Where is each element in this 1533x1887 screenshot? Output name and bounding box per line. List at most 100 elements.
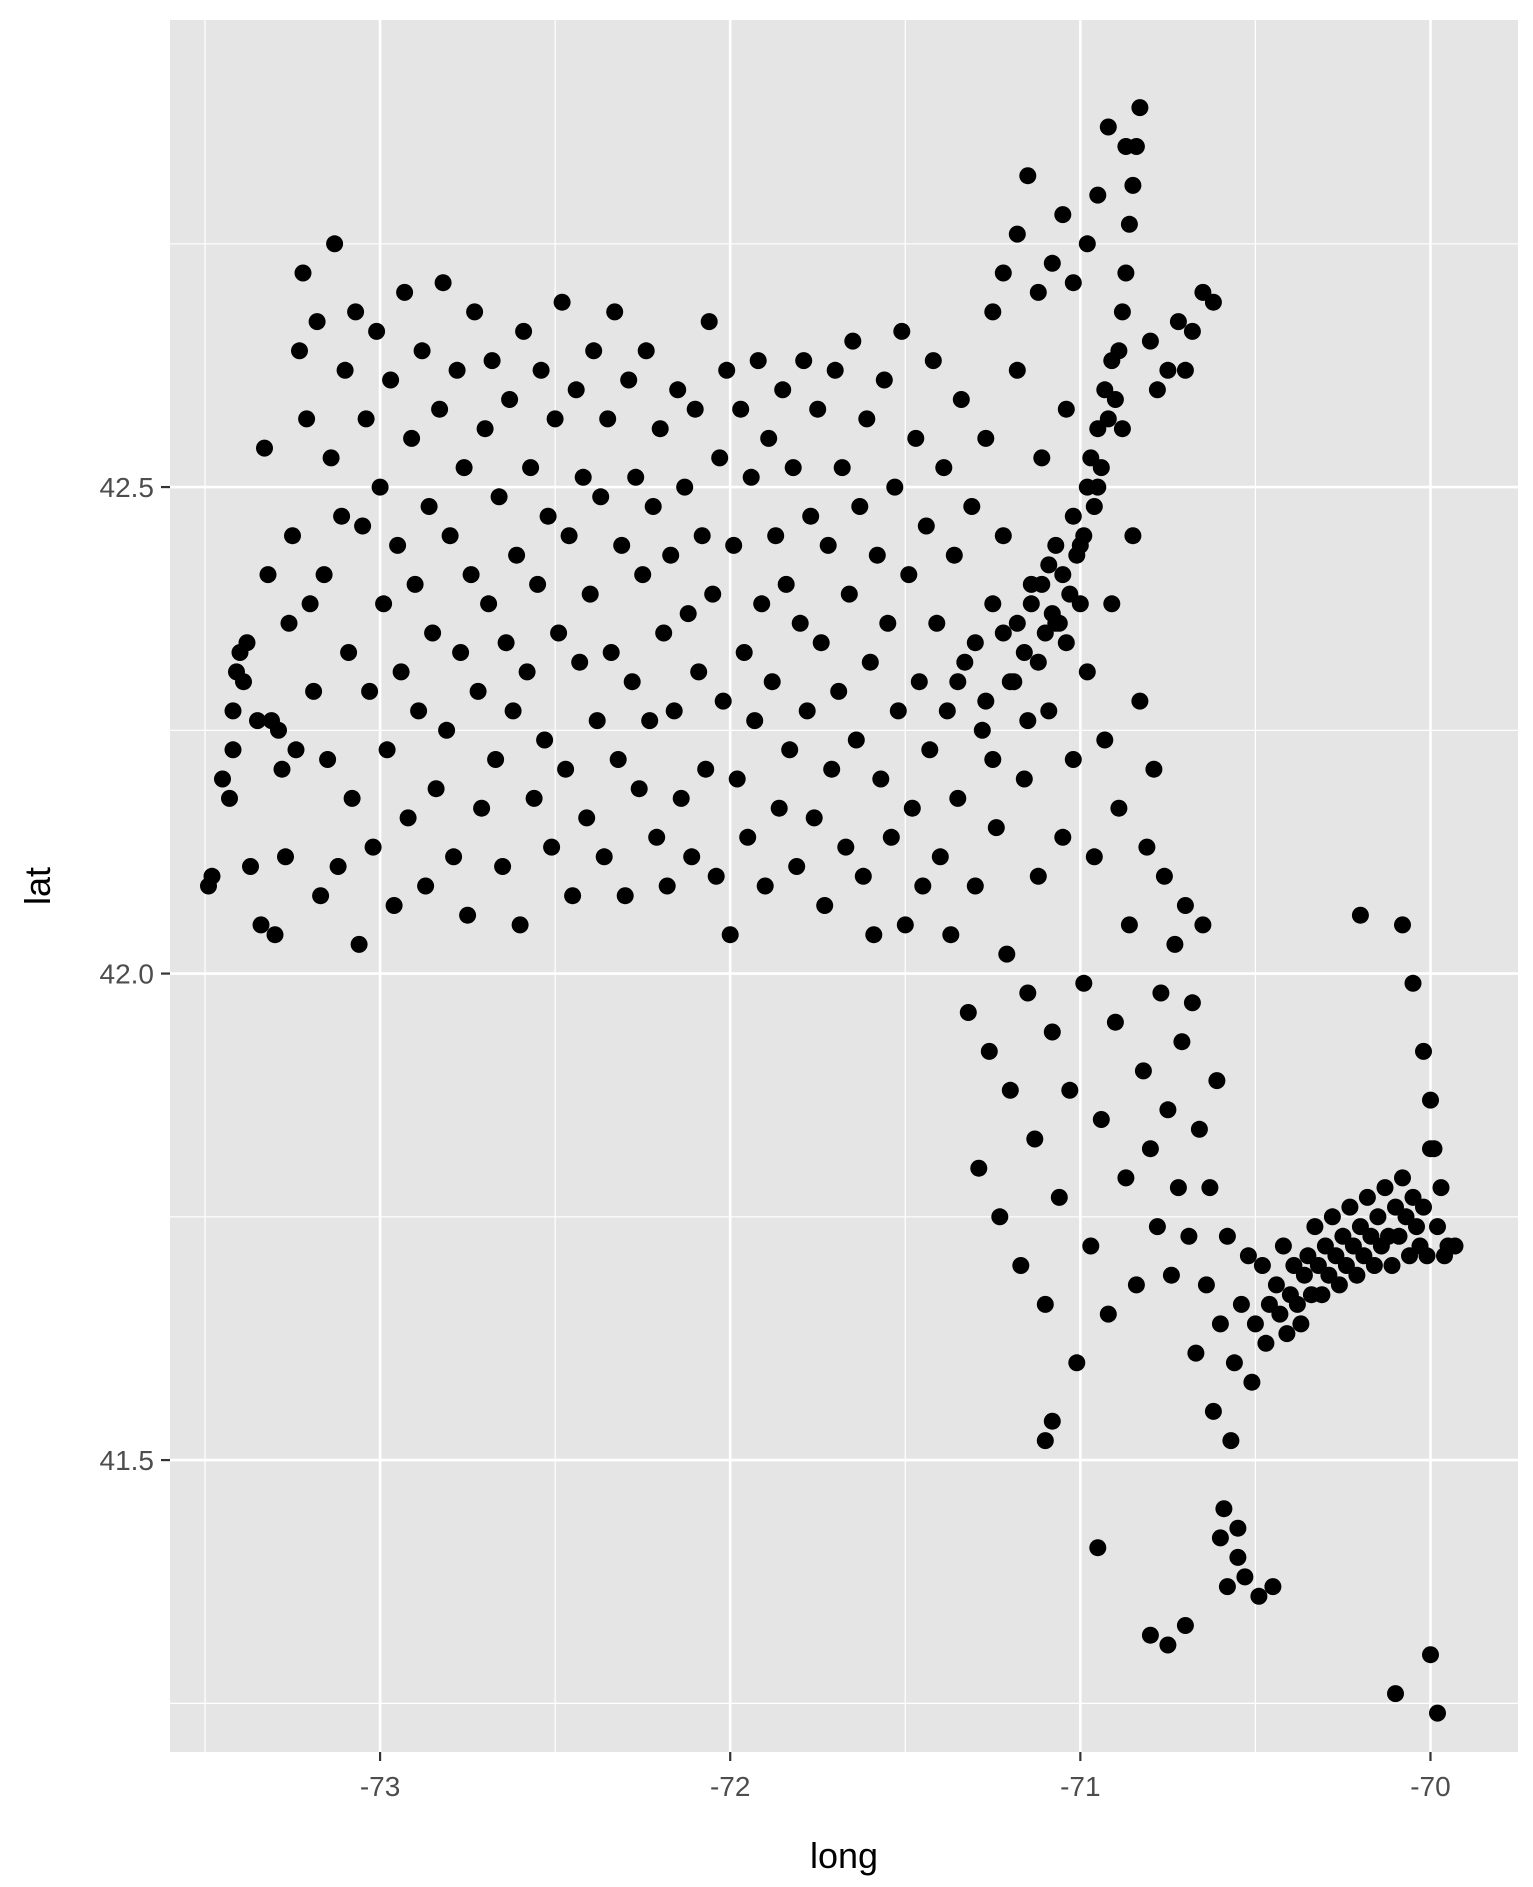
data-point xyxy=(851,498,869,515)
data-point xyxy=(959,1004,977,1021)
data-point xyxy=(1075,527,1093,545)
data-point xyxy=(1376,1179,1394,1197)
data-point xyxy=(728,770,746,788)
data-point xyxy=(1043,254,1061,272)
data-point xyxy=(872,770,890,788)
data-point xyxy=(347,303,365,321)
data-point xyxy=(494,858,512,875)
data-point xyxy=(483,352,501,370)
data-point xyxy=(1040,556,1058,574)
data-point xyxy=(1183,322,1201,340)
data-point xyxy=(1019,167,1037,185)
data-point xyxy=(641,712,659,730)
data-point xyxy=(1131,99,1149,117)
data-point xyxy=(1082,1237,1100,1255)
data-point xyxy=(396,283,414,301)
data-point xyxy=(1141,1140,1159,1158)
data-point xyxy=(1180,1227,1198,1245)
data-point xyxy=(945,546,963,564)
data-point xyxy=(1078,478,1096,496)
minor-gridlines xyxy=(170,20,1518,1752)
data-point xyxy=(1155,867,1173,885)
data-point xyxy=(1313,1286,1331,1304)
data-point xyxy=(1015,644,1033,661)
data-point xyxy=(1190,1120,1208,1138)
y-axis-title: lat xyxy=(17,867,58,905)
data-point xyxy=(515,322,533,340)
y-axis-ticks: 41.5 42.0 42.5 xyxy=(100,472,170,1476)
data-point xyxy=(1057,634,1075,652)
data-point xyxy=(259,566,277,584)
data-point xyxy=(651,420,669,438)
data-point xyxy=(739,828,757,846)
x-tick-label: -73 xyxy=(360,1771,400,1802)
data-point xyxy=(711,449,729,467)
y-tick-label: 41.5 xyxy=(100,1445,155,1476)
data-point xyxy=(1169,313,1187,331)
data-point xyxy=(287,741,305,759)
data-point xyxy=(1152,984,1170,1002)
data-point xyxy=(375,595,393,613)
data-point xyxy=(1415,1042,1432,1060)
data-point xyxy=(984,595,1002,613)
data-point xyxy=(1036,1295,1054,1313)
data-point xyxy=(1173,1033,1191,1051)
data-point xyxy=(221,789,238,807)
data-point xyxy=(235,673,252,691)
data-point xyxy=(917,517,935,535)
data-point xyxy=(1103,595,1121,613)
data-point xyxy=(973,721,991,739)
data-point xyxy=(385,897,403,914)
data-point xyxy=(1145,760,1163,778)
data-point xyxy=(301,595,319,613)
data-point xyxy=(1369,1208,1387,1226)
data-point xyxy=(1019,712,1037,730)
data-point xyxy=(1418,1247,1436,1265)
data-point xyxy=(242,858,259,875)
data-point xyxy=(539,507,557,525)
data-point xyxy=(1019,984,1037,1002)
data-point xyxy=(1211,1315,1229,1333)
data-point xyxy=(1176,1617,1194,1634)
data-point xyxy=(1429,1704,1446,1722)
data-point xyxy=(1148,381,1166,399)
data-point xyxy=(455,459,473,477)
data-point xyxy=(1232,1295,1250,1313)
data-point xyxy=(1054,828,1072,846)
data-point xyxy=(1148,1218,1166,1236)
data-point xyxy=(707,867,725,885)
data-point xyxy=(557,760,575,778)
data-point xyxy=(931,848,949,866)
data-point xyxy=(823,760,841,778)
data-point xyxy=(420,498,438,515)
data-point xyxy=(1323,1208,1341,1226)
data-point xyxy=(1446,1237,1464,1255)
data-point xyxy=(522,459,540,477)
data-point xyxy=(357,410,375,428)
data-point xyxy=(879,614,897,632)
data-point xyxy=(858,410,876,428)
data-point xyxy=(693,527,711,545)
data-point xyxy=(1162,1266,1180,1284)
data-point xyxy=(1415,1198,1432,1216)
data-point xyxy=(1040,702,1058,720)
data-point xyxy=(655,624,673,642)
data-point xyxy=(889,702,907,720)
data-point xyxy=(1131,692,1149,710)
data-point xyxy=(1029,867,1047,885)
data-points xyxy=(200,99,1464,1722)
data-point xyxy=(1267,1276,1285,1294)
data-point xyxy=(1117,1169,1135,1187)
data-point xyxy=(1117,138,1135,155)
data-point xyxy=(1085,848,1103,866)
data-point xyxy=(1204,1402,1222,1420)
data-point xyxy=(1113,420,1131,438)
data-point xyxy=(861,653,879,671)
data-point xyxy=(1236,1568,1254,1586)
data-point xyxy=(1033,575,1051,593)
data-point xyxy=(277,848,294,866)
data-point xyxy=(1120,215,1138,233)
data-point xyxy=(1106,1013,1124,1031)
data-point xyxy=(921,741,939,759)
data-point xyxy=(725,536,743,554)
